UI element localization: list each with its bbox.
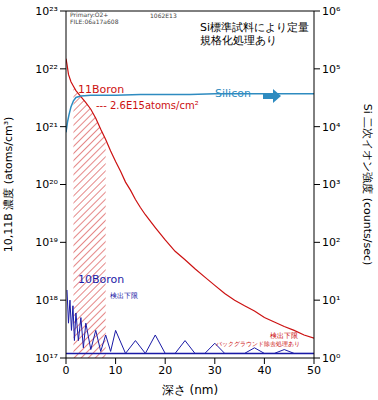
html-text:検出下限: 検出下限: [270, 332, 298, 340]
svg-text:10¹⁸: 10¹⁸: [35, 294, 58, 307]
html-text:11Boron: 11Boron: [78, 83, 125, 96]
html-text:バックグラウンド除去処理あり: バックグラウンド除去処理あり: [216, 340, 300, 347]
svg-text:30: 30: [208, 364, 222, 377]
svg-text:10²: 10²: [322, 236, 340, 249]
svg-text:10²¹: 10²¹: [35, 121, 58, 134]
svg-text:40: 40: [257, 364, 271, 377]
html-text:FILE:06a17a608: FILE:06a17a608: [70, 17, 119, 25]
svg-text:10,11B 濃度 (atoms/cm³): 10,11B 濃度 (atoms/cm³): [8, 117, 15, 253]
html-text:Silicon: Silicon: [215, 87, 251, 100]
svg-text:10⁴: 10⁴: [322, 121, 341, 134]
svg-text:10³: 10³: [322, 178, 340, 191]
svg-text:0: 0: [63, 364, 70, 377]
svg-text:50: 50: [307, 364, 321, 377]
html-text:--- 2.6E15atoms/cm²: --- 2.6E15atoms/cm²: [96, 100, 199, 111]
svg-text:10²²: 10²²: [35, 63, 58, 76]
html-text:1062E13: 1062E13: [150, 12, 177, 19]
svg-text:20: 20: [158, 364, 172, 377]
html-text:Si標準試料により定量: Si標準試料により定量: [200, 21, 309, 34]
html-text:Primary:O2+: Primary:O2+: [70, 11, 109, 18]
html-text:検出下限: 検出下限: [110, 292, 138, 300]
svg-text:Si 二次イオン強度 (counts/sec): Si 二次イオン強度 (counts/sec): [361, 104, 370, 266]
svg-text:10¹: 10¹: [322, 294, 340, 307]
svg-text:10¹⁹: 10¹⁹: [35, 236, 58, 249]
svg-text:10²⁰: 10²⁰: [35, 178, 58, 191]
svg-text:10: 10: [109, 364, 123, 377]
svg-text:10⁵: 10⁵: [322, 63, 340, 76]
html-text:10Boron: 10Boron: [78, 273, 125, 286]
svg-text:10⁰: 10⁰: [322, 352, 341, 365]
svg-text:10¹⁷: 10¹⁷: [35, 352, 58, 365]
svg-text:10²³: 10²³: [35, 5, 58, 18]
html-text:規格化処理あり: 規格化処理あり: [200, 33, 277, 47]
svg-text:10⁶: 10⁶: [322, 5, 341, 18]
svg-text:深さ (nm): 深さ (nm): [162, 383, 218, 397]
